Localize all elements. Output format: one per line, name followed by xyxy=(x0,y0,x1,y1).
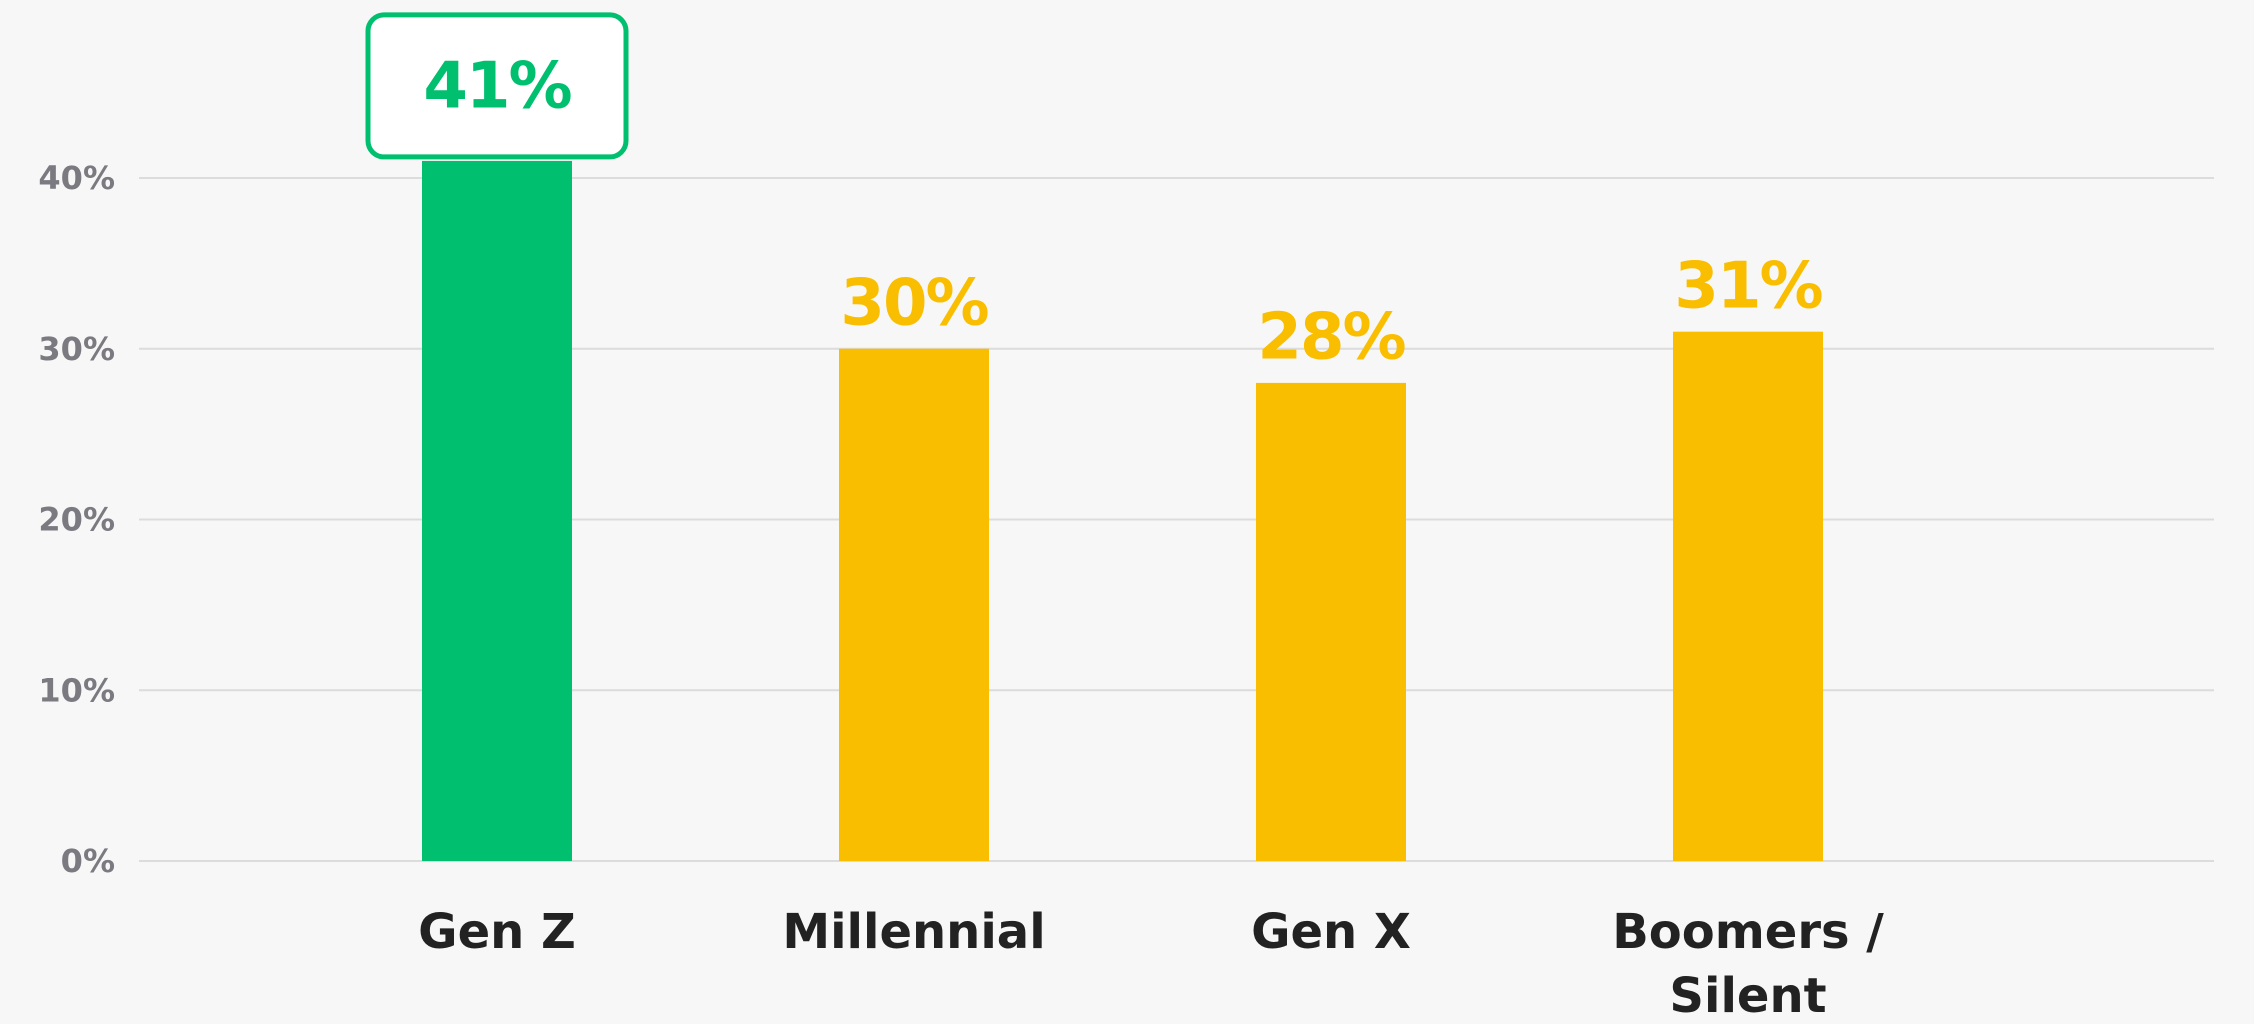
bar xyxy=(839,348,989,861)
value-label: 28% xyxy=(1257,300,1405,374)
y-tick-label: 40% xyxy=(38,159,115,197)
value-label: 41% xyxy=(423,50,571,124)
x-tick-label: Boomers / Silent xyxy=(1612,904,1884,1024)
x-tick-label: Gen Z xyxy=(418,904,576,960)
x-tick-label: Millennial xyxy=(782,904,1046,960)
value-label: 30% xyxy=(840,266,988,340)
value-label: 31% xyxy=(1674,249,1822,323)
bar xyxy=(1256,382,1406,861)
y-tick-label: 20% xyxy=(38,501,115,539)
x-tick-label: Gen X xyxy=(1251,904,1411,960)
bar xyxy=(1673,331,1823,861)
y-tick-label: 30% xyxy=(38,330,115,368)
bar xyxy=(422,160,572,862)
y-tick-label: 0% xyxy=(61,842,115,880)
highlight-box xyxy=(365,12,629,160)
y-tick-label: 10% xyxy=(38,671,115,709)
